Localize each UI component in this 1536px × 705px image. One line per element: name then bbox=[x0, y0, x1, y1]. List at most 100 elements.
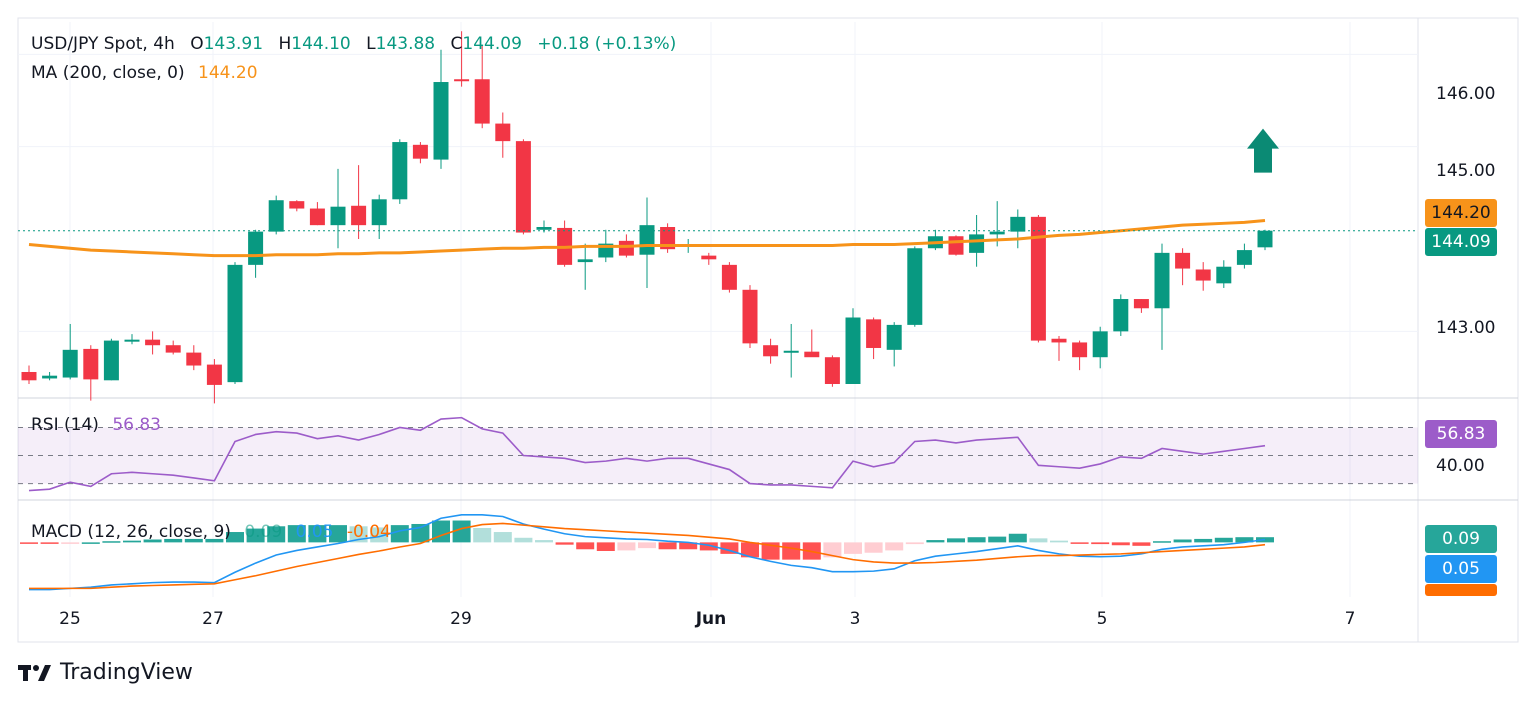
rsi-legend: RSI (14) 56.83 bbox=[31, 415, 161, 435]
time-axis-label: Jun bbox=[695, 609, 727, 629]
rsi-value-tag: 56.83 bbox=[1425, 420, 1497, 448]
macd-histogram-bar bbox=[844, 542, 862, 554]
close-value: 144.09 bbox=[462, 34, 522, 54]
candle-body bbox=[845, 317, 861, 384]
tradingview-logo[interactable]: TradingView bbox=[18, 660, 193, 685]
candle-body bbox=[618, 240, 634, 256]
macd-histogram-bar bbox=[596, 542, 615, 551]
macd-histogram-bar bbox=[20, 542, 38, 544]
macd-histogram-bar bbox=[617, 542, 636, 551]
macd-histogram-bar bbox=[432, 520, 450, 543]
macd-histogram-bar bbox=[1070, 542, 1089, 544]
candle-body bbox=[227, 264, 243, 383]
symbol-label: USD/JPY Spot, 4h bbox=[31, 34, 175, 54]
candle-body bbox=[371, 199, 387, 226]
candle-body bbox=[1133, 299, 1149, 309]
macd-histogram-bar bbox=[988, 536, 1007, 543]
macd-histogram-bar bbox=[926, 540, 945, 543]
rsi-legend-value: 56.83 bbox=[112, 415, 161, 435]
open-value: 143.91 bbox=[203, 34, 264, 54]
ma-price-tag: 144.20 bbox=[1425, 199, 1497, 227]
ma-legend-label: MA (200, close, 0) bbox=[31, 63, 185, 83]
rsi-legend-label: RSI (14) bbox=[31, 415, 99, 435]
macd-histogram-bar bbox=[1029, 538, 1048, 543]
candle-body bbox=[206, 364, 222, 385]
macd-legend-label: MACD (12, 26, close, 9) bbox=[31, 522, 231, 542]
macd-histogram-bar bbox=[1153, 541, 1171, 543]
rsi-axis-label: 40.00 bbox=[1436, 456, 1485, 476]
time-axis-label: 29 bbox=[450, 609, 472, 629]
high-value: 144.10 bbox=[291, 34, 351, 54]
ma-legend-value: 144.20 bbox=[198, 63, 258, 83]
macd-signal-tag bbox=[1425, 584, 1497, 596]
candle-body bbox=[742, 289, 758, 344]
macd-histogram-bar bbox=[493, 532, 512, 543]
candle-body bbox=[433, 82, 449, 160]
ma-legend: MA (200, close, 0) 144.20 bbox=[31, 63, 258, 83]
candle-body bbox=[21, 371, 37, 381]
macd-histogram-bar bbox=[782, 542, 801, 560]
candle-body bbox=[824, 357, 840, 384]
candle-body bbox=[763, 345, 779, 357]
candle-body bbox=[62, 349, 78, 378]
candle-body bbox=[701, 255, 717, 260]
candle-body bbox=[1030, 216, 1046, 341]
macd-legend-hist: 0.09 bbox=[244, 522, 283, 542]
candle-body bbox=[42, 375, 58, 379]
candle-body bbox=[1257, 230, 1273, 248]
macd-histogram-bar bbox=[81, 542, 100, 544]
tradingview-logo-icon bbox=[18, 664, 51, 681]
candle-body bbox=[330, 206, 346, 226]
macd-histogram-bar bbox=[370, 527, 389, 543]
macd-histogram-bar bbox=[967, 537, 986, 543]
brand-name: TradingView bbox=[60, 660, 193, 685]
macd-line-tag: 0.05 bbox=[1425, 555, 1497, 583]
macd-histogram-bar bbox=[61, 542, 80, 544]
macd-histogram-bar bbox=[123, 540, 141, 543]
macd-histogram-bar bbox=[452, 520, 471, 543]
macd-histogram-bar bbox=[761, 542, 780, 560]
macd-histogram-bar bbox=[823, 542, 842, 558]
candle-body bbox=[83, 348, 99, 380]
macd-histogram-bar bbox=[308, 525, 327, 543]
low-label: L bbox=[366, 34, 376, 54]
macd-histogram-bar bbox=[720, 542, 739, 554]
candle-body bbox=[495, 123, 511, 142]
macd-histogram-bar bbox=[679, 542, 698, 550]
price-axis-label: 146.00 bbox=[1436, 84, 1496, 104]
rsi-line bbox=[28, 416, 1266, 492]
chart-frame bbox=[17, 17, 1519, 643]
candle-body bbox=[948, 236, 964, 255]
candle-body bbox=[1010, 216, 1026, 232]
price-axis-label: 143.00 bbox=[1436, 318, 1496, 338]
open-label: O bbox=[190, 34, 204, 54]
macd-legend: MACD (12, 26, close, 9) 0.09 0.05 -0.04 bbox=[31, 522, 391, 542]
macd-hist-tag: 0.09 bbox=[1425, 525, 1497, 553]
candle-body bbox=[248, 231, 264, 265]
candle-body bbox=[1216, 266, 1232, 284]
candle-body bbox=[515, 141, 531, 233]
macd-histogram-bar bbox=[576, 542, 595, 550]
candle-body bbox=[886, 324, 902, 350]
candle-body bbox=[536, 227, 552, 230]
macd-histogram-bar bbox=[514, 537, 533, 543]
candle-body bbox=[1236, 250, 1252, 265]
change-value: +0.18 (+0.13%) bbox=[537, 34, 677, 54]
macd-histogram-bar bbox=[864, 542, 883, 553]
candle-body bbox=[1195, 269, 1211, 281]
price-axis-label: 145.00 bbox=[1436, 161, 1496, 181]
candle-body bbox=[866, 319, 882, 348]
time-axis-label: 27 bbox=[202, 609, 224, 629]
macd-histogram-bar bbox=[947, 538, 965, 543]
candle-body bbox=[186, 352, 202, 366]
macd-histogram-bar bbox=[287, 525, 306, 543]
candle-body bbox=[804, 351, 820, 358]
high-label: H bbox=[278, 34, 292, 54]
ma-line bbox=[28, 219, 1266, 258]
candle-body bbox=[289, 201, 305, 209]
candle-body bbox=[351, 205, 367, 226]
candle-body bbox=[454, 79, 470, 82]
candle-body bbox=[412, 144, 428, 159]
macd-histogram-bar bbox=[885, 542, 904, 551]
